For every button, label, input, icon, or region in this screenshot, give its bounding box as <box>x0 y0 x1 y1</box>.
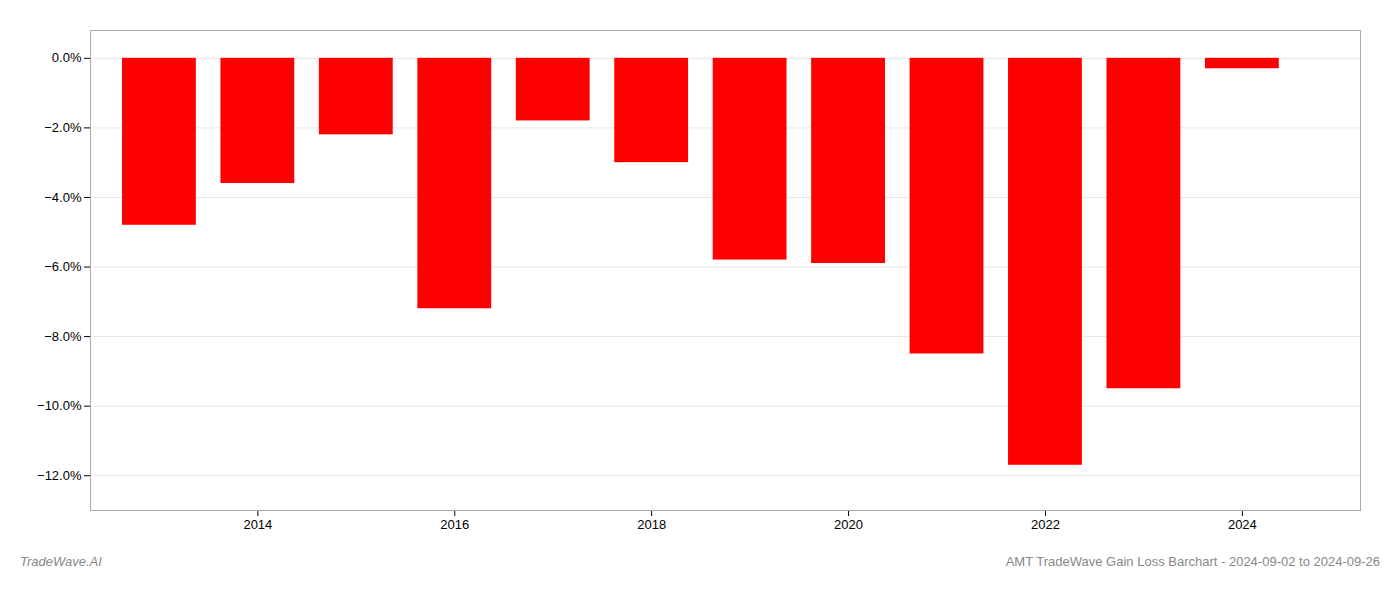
svg-text:2014: 2014 <box>243 517 272 532</box>
html-text:AMT TradeWave Gain Loss Barcha: AMT TradeWave Gain Loss Barchart - 2024-… <box>1005 554 1380 569</box>
svg-text:2024: 2024 <box>1228 517 1257 532</box>
svg-text:−4.0%: −4.0% <box>44 190 82 205</box>
svg-text:−2.0%: −2.0% <box>44 120 82 135</box>
svg-text:−12.0%: −12.0% <box>37 468 82 483</box>
svg-text:2016: 2016 <box>440 517 469 532</box>
svg-text:2018: 2018 <box>637 517 666 532</box>
svg-text:−8.0%: −8.0% <box>44 329 82 344</box>
svg-text:−6.0%: −6.0% <box>44 259 82 274</box>
html-text:TradeWave.AI: TradeWave.AI <box>20 554 102 569</box>
svg-text:2020: 2020 <box>834 517 863 532</box>
svg-text:0.0%: 0.0% <box>52 50 82 65</box>
svg-text:2022: 2022 <box>1031 517 1060 532</box>
svg-text:−10.0%: −10.0% <box>37 398 82 413</box>
